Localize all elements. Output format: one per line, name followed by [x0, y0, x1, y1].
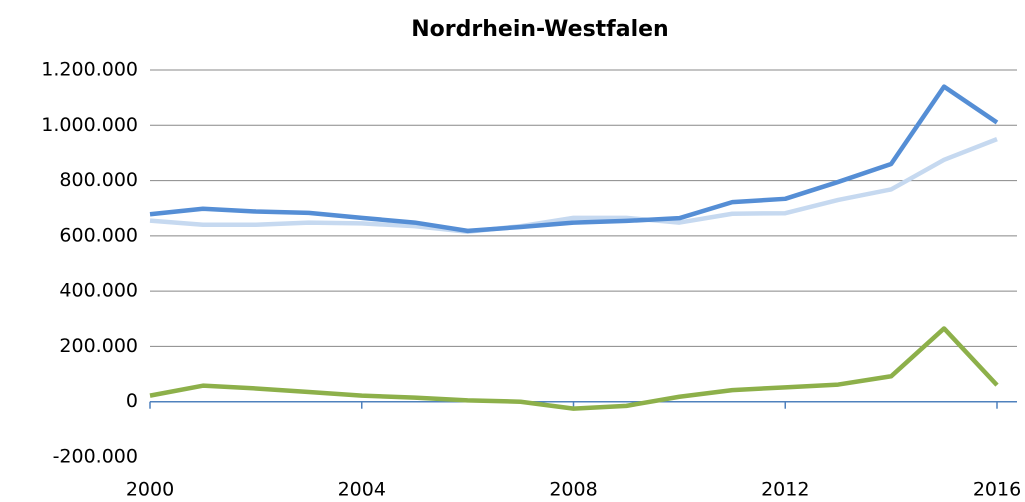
series-line — [149, 84, 999, 234]
y-tick-label: 1.200.000 — [41, 59, 138, 81]
x-tick-label: 2012 — [761, 479, 809, 501]
x-tick-label: 2000 — [126, 479, 174, 501]
y-tick-label: 600.000 — [59, 224, 138, 246]
x-tick-label: 2016 — [973, 479, 1021, 501]
series-line — [149, 137, 998, 234]
y-tick-label: 200.000 — [59, 335, 138, 357]
y-tick-label: 0 — [126, 390, 138, 412]
y-tick-label: 800.000 — [59, 169, 138, 191]
chart-title: Nordrhein-Westfalen — [411, 17, 668, 42]
y-tick-label: -200.000 — [53, 446, 138, 468]
x-tick-label: 2004 — [338, 479, 386, 501]
y-tick-label: 1.000.000 — [41, 114, 138, 136]
x-tick-label: 2008 — [549, 479, 597, 501]
y-tick-label: 400.000 — [59, 280, 138, 302]
series-line — [149, 326, 999, 411]
